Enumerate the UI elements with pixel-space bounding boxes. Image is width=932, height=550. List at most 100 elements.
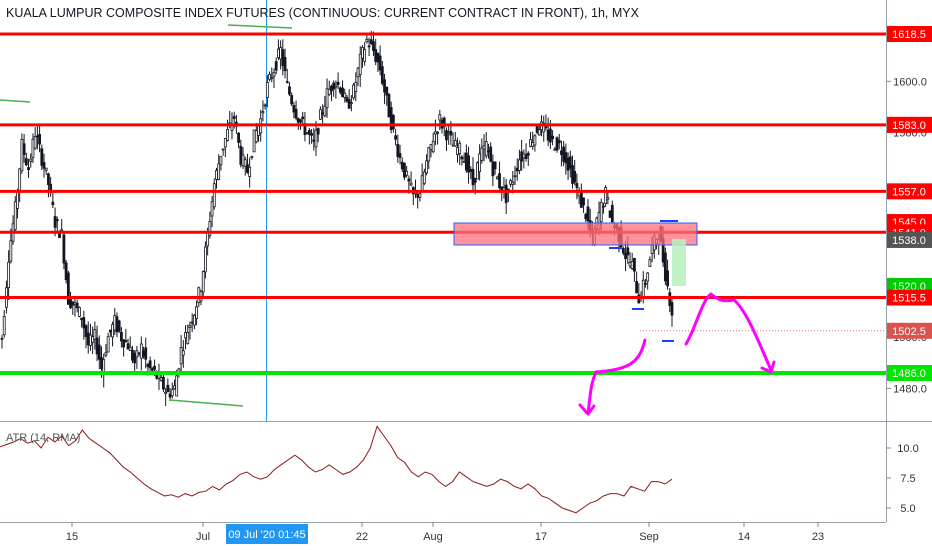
- candle-body: [469, 169, 473, 172]
- candle: [120, 327, 123, 348]
- candle-body: [144, 347, 148, 360]
- candle-body: [232, 116, 236, 119]
- candle-body: [307, 129, 311, 135]
- trend-line-left[interactable]: [0, 99, 31, 103]
- time-tick-label: 14: [738, 531, 750, 543]
- candle: [394, 128, 397, 146]
- candle-body: [75, 302, 79, 309]
- candle-body: [51, 201, 55, 206]
- candle-body: [135, 350, 139, 358]
- candle-body: [663, 252, 667, 282]
- price-level-badge: [887, 365, 932, 381]
- candle-body: [120, 331, 123, 342]
- candle-body: [283, 57, 287, 72]
- candle-body: [604, 187, 608, 204]
- candle: [82, 310, 86, 340]
- candle-body: [47, 173, 50, 185]
- candle-body: [644, 282, 647, 285]
- price-tick-label: 1600.0: [893, 76, 927, 88]
- projection-arrow-left: [578, 403, 596, 416]
- candle-body: [367, 45, 371, 48]
- candle-body: [374, 49, 378, 62]
- candle-body: [24, 158, 28, 166]
- candle: [93, 321, 97, 350]
- candle: [164, 387, 168, 407]
- candle-body: [518, 159, 521, 171]
- candle: [666, 259, 669, 290]
- candle: [363, 42, 367, 66]
- candle: [323, 95, 327, 118]
- trend-line-bottom[interactable]: [169, 399, 244, 407]
- candle-body: [243, 159, 247, 167]
- candle: [133, 350, 137, 371]
- candle-body: [272, 71, 276, 77]
- candle-body: [38, 134, 41, 145]
- candle-body: [418, 193, 422, 198]
- candle: [166, 378, 170, 393]
- candle-body: [566, 157, 570, 171]
- candle-body: [301, 116, 305, 120]
- candle-body: [217, 163, 221, 180]
- candle: [445, 127, 448, 151]
- candle-body: [391, 114, 395, 129]
- candle-body: [321, 112, 325, 115]
- candle: [20, 133, 24, 174]
- price-level-badge: [887, 231, 932, 248]
- candle: [248, 157, 252, 188]
- candle-body: [186, 332, 190, 345]
- price-level-badge-label: 1557.0: [892, 186, 926, 198]
- projection-path-right[interactable]: [684, 292, 773, 372]
- atr-axis[interactable]: 5.0 7.5 10.0: [886, 443, 919, 515]
- candle-body: [281, 49, 285, 67]
- swing-markers: [609, 220, 678, 342]
- candle-body: [460, 156, 464, 160]
- candle-body: [648, 259, 652, 267]
- projection-drawing[interactable]: [578, 292, 776, 416]
- candle: [341, 80, 344, 98]
- candle-body: [288, 86, 291, 95]
- candle-body: [168, 393, 172, 398]
- candle-body: [319, 109, 322, 120]
- candle: [385, 86, 389, 106]
- candle-body: [111, 324, 114, 338]
- trend-line-top[interactable]: [227, 24, 293, 29]
- candle-body: [316, 128, 320, 135]
- candle: [252, 129, 256, 153]
- resistance-zone[interactable]: [453, 222, 698, 246]
- candle-body: [190, 321, 194, 324]
- candle-body: [327, 88, 331, 95]
- candle: [478, 144, 482, 181]
- candle-body: [82, 317, 86, 329]
- candle-body: [77, 307, 81, 317]
- time-axis[interactable]: 15 Jul 22 Aug 17 Sep 14 23: [66, 522, 824, 543]
- price-level-badge: [887, 289, 932, 306]
- candle: [409, 171, 413, 187]
- atr-indicator-label[interactable]: ATR (14, RMA): [6, 432, 81, 444]
- candle-body: [584, 213, 588, 220]
- projection-path-left[interactable]: [586, 338, 647, 415]
- candle-body: [40, 148, 44, 166]
- candle: [226, 119, 229, 142]
- candle-body: [608, 210, 612, 218]
- candle-body: [93, 329, 97, 340]
- candle: [263, 103, 267, 110]
- candle: [188, 321, 192, 340]
- candle: [405, 165, 409, 178]
- candle: [294, 100, 298, 121]
- candle: [47, 172, 50, 198]
- candle-body: [115, 316, 119, 333]
- candle-body: [635, 281, 639, 294]
- candle-body: [438, 114, 442, 121]
- candle: [663, 247, 667, 285]
- candle-body: [173, 385, 176, 390]
- candle: [243, 156, 247, 176]
- candle: [9, 228, 13, 264]
- chart-title: KUALA LUMPUR COMPOSITE INDEX FUTURES (CO…: [6, 6, 639, 20]
- candle-body: [442, 117, 446, 127]
- candle-body: [606, 197, 610, 200]
- candle: [22, 134, 26, 163]
- candle-body: [60, 229, 64, 232]
- price-axis[interactable]: 1480.01500.01580.01600.01618.51583.01557…: [886, 26, 932, 395]
- target-box[interactable]: [672, 239, 686, 286]
